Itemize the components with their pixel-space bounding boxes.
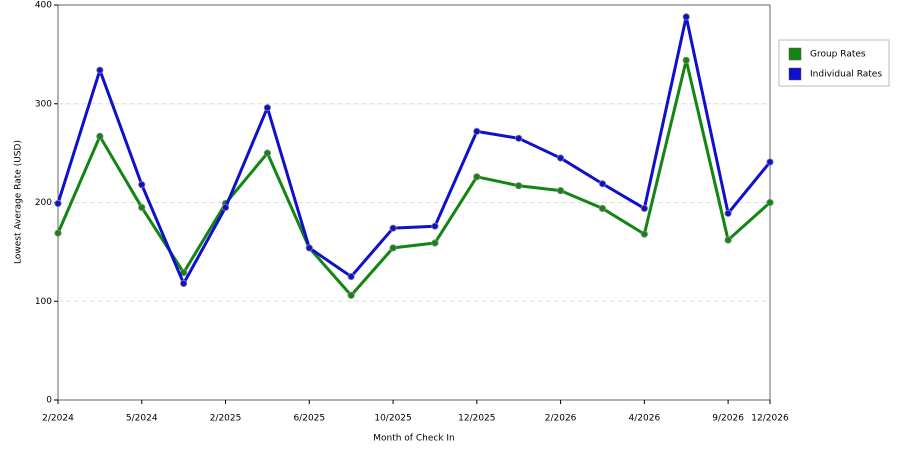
data-point: [473, 127, 481, 135]
data-point: [598, 204, 607, 213]
data-point: [389, 224, 397, 232]
y-tick-label: 0: [46, 396, 52, 406]
series-line: [56, 58, 772, 297]
legend-label: Group Rates: [810, 50, 866, 60]
data-point: [138, 181, 146, 189]
data-point: [682, 13, 690, 21]
data-point: [180, 279, 188, 288]
x-tick-label: 12/2025: [458, 414, 495, 424]
x-tick-label: 10/2025: [374, 414, 411, 424]
x-tick-label: 6/2025: [293, 414, 325, 424]
data-point: [640, 230, 648, 238]
data-point: [389, 244, 397, 252]
data-point: [263, 149, 272, 157]
x-axis-label: Month of Check In: [373, 434, 455, 444]
x-tick-label: 2/2024: [42, 414, 74, 424]
legend-label: Individual Rates: [810, 70, 882, 80]
x-tick-label: 5/2024: [126, 414, 158, 424]
data-point: [347, 291, 355, 299]
data-point: [221, 203, 230, 212]
x-tick-label: 9/2026: [712, 414, 744, 424]
data-point: [724, 209, 732, 217]
data-point: [305, 244, 313, 252]
y-tick-label: 300: [35, 99, 52, 109]
y-axis-label: Lowest Average Rate (USD): [14, 140, 24, 264]
data-point: [54, 229, 62, 237]
y-tick-label: 200: [35, 198, 52, 208]
data-point: [640, 204, 648, 213]
data-point: [515, 182, 523, 190]
data-point: [766, 158, 774, 166]
data-point: [556, 187, 565, 195]
legend-swatch: [788, 67, 802, 81]
x-tick-label: 2/2025: [210, 414, 242, 424]
x-tick-label: 2/2026: [545, 414, 577, 424]
data-point: [724, 236, 732, 244]
data-point: [556, 154, 565, 162]
data-point: [54, 199, 62, 208]
data-point: [682, 56, 690, 64]
legend-swatch: [788, 47, 802, 61]
data-point: [473, 173, 481, 181]
data-point: [598, 180, 607, 188]
x-tick-label: 12/2026: [751, 414, 789, 424]
y-tick-label: 100: [35, 297, 52, 307]
data-point: [431, 222, 439, 230]
data-point: [515, 134, 523, 142]
data-point: [138, 203, 146, 212]
data-point: [431, 239, 439, 247]
x-tick-label: 4/2026: [629, 414, 661, 424]
data-point: [96, 66, 104, 74]
series-line: [56, 15, 772, 285]
data-point: [96, 132, 104, 140]
y-tick-label: 400: [35, 1, 52, 11]
data-point: [347, 272, 355, 281]
data-point: [766, 198, 774, 207]
data-point: [263, 104, 272, 112]
